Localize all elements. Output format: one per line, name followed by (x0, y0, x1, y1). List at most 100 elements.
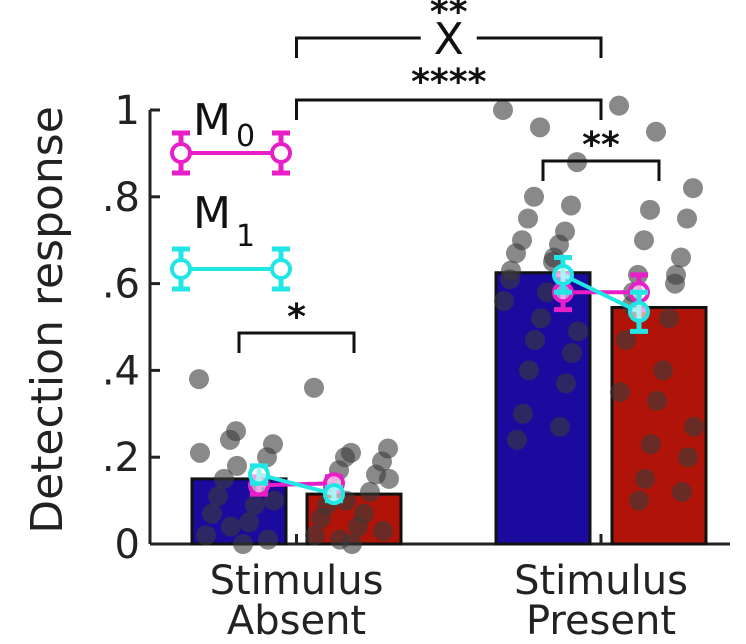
subject-point (629, 490, 649, 511)
subject-point (683, 178, 703, 199)
m1-legend-marker (270, 258, 292, 280)
significance-bracket (295, 36, 421, 58)
subject-point (220, 429, 240, 450)
subject-point (202, 503, 222, 524)
subject-point (647, 390, 667, 411)
legend: M 0M 1 (170, 95, 292, 292)
subject-point (348, 516, 368, 537)
significance-bracket (476, 36, 603, 58)
y-tick-label: .2 (102, 435, 140, 481)
m1-legend-subscript: 1 (236, 219, 255, 254)
subject-point (672, 481, 692, 502)
subject-point (264, 490, 284, 511)
subject-point (507, 429, 527, 450)
subject-point (659, 308, 679, 329)
m1-point (552, 263, 574, 286)
subject-point (550, 416, 570, 437)
subject-point (518, 208, 538, 229)
y-tick-label: 0 (115, 522, 140, 568)
m1-point (248, 463, 270, 486)
significance-annotations: *******X** (237, 0, 661, 353)
subject-point (641, 434, 661, 455)
significance-bracket (295, 98, 603, 120)
significance-bracket (237, 331, 356, 353)
m0-legend-marker (170, 142, 192, 164)
subject-point (258, 529, 278, 550)
subject-point (634, 230, 654, 251)
m1-line (258, 472, 335, 497)
subject-point (609, 95, 629, 116)
subject-point (196, 525, 216, 546)
x-category-label: Stimulus (210, 558, 384, 604)
subject-point (561, 195, 581, 216)
subject-point (640, 199, 660, 220)
subject-point (494, 290, 514, 311)
y-axis-label: Detection response (22, 106, 73, 534)
subject-point (530, 117, 550, 138)
y-tick-label: 1 (115, 88, 140, 134)
subject-point (189, 369, 209, 390)
m1-line (562, 273, 640, 314)
subject-point (562, 343, 582, 364)
subject-point (221, 516, 241, 537)
subject-point (537, 282, 557, 303)
m0-legend-subscript: 0 (236, 119, 255, 154)
m1-point (323, 483, 345, 506)
model-predictions (248, 255, 650, 506)
subject-point (610, 382, 630, 403)
subject-point (245, 494, 265, 515)
subject-point (677, 208, 697, 229)
interaction-marker: X (434, 14, 464, 65)
subject-point (379, 468, 399, 489)
subject-point (239, 512, 259, 533)
subject-point (208, 486, 228, 507)
significance-stars: **** (411, 62, 486, 103)
subject-point (513, 403, 533, 424)
m1-legend-label: M (193, 188, 231, 239)
m0-legend-label: M (193, 95, 231, 146)
subject-point (671, 247, 691, 268)
significance-stars: ** (582, 125, 620, 166)
y-tick-label: .6 (102, 262, 140, 308)
m0-legend-marker (270, 142, 292, 164)
subject-point (646, 121, 666, 142)
subject-point (257, 447, 277, 468)
subject-point (311, 507, 331, 528)
subject-point (653, 360, 673, 381)
significance-stars: * (287, 297, 306, 338)
subject-point (525, 330, 545, 351)
subject-point (519, 360, 539, 381)
x-category-label: Absent (227, 598, 366, 644)
subject-point (360, 481, 380, 502)
subject-point (678, 447, 698, 468)
x-category-label: Present (526, 598, 676, 644)
subject-point (684, 416, 704, 437)
y-tick-label: .4 (102, 348, 140, 394)
significance-bracket (541, 159, 661, 181)
significance-stars: ** (430, 0, 468, 33)
subject-point (506, 243, 526, 264)
subject-point (568, 321, 588, 342)
m1-point (628, 300, 650, 323)
subject-point (666, 264, 686, 285)
subject-point (190, 442, 210, 463)
subject-point (330, 529, 350, 550)
subject-point (501, 260, 521, 281)
subject-point (214, 468, 234, 489)
subject-point (556, 373, 576, 394)
subject-point (493, 100, 513, 120)
subject-point (616, 330, 636, 351)
subject-point (531, 308, 551, 329)
y-tick-label: .8 (102, 175, 140, 221)
subject-point (304, 377, 324, 398)
subject-point (635, 468, 655, 489)
x-category-label: Stimulus (514, 558, 688, 604)
m1-legend-marker (170, 258, 192, 280)
subject-point (233, 534, 253, 554)
subject-point (524, 186, 544, 207)
subject-point (305, 525, 325, 546)
subject-point (227, 455, 247, 476)
subject-point (373, 520, 393, 541)
